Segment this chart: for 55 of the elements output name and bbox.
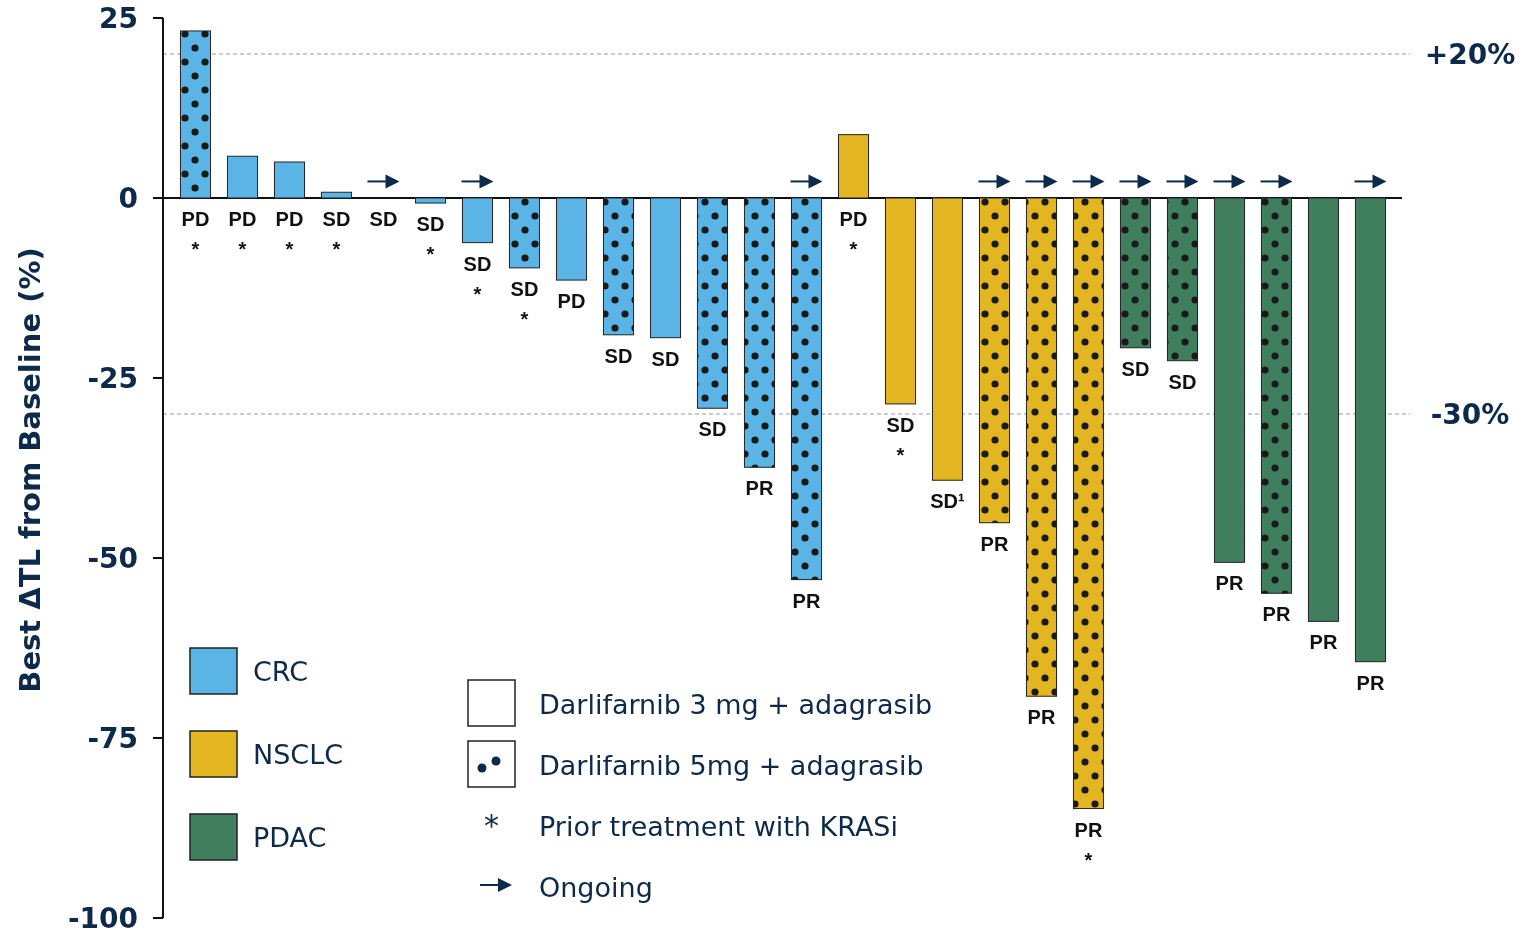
data-label: SD [369, 208, 398, 230]
data-label: SD [651, 347, 680, 370]
y-tick-label: 0 [118, 182, 138, 215]
data-label: SD¹ [930, 490, 966, 513]
legend-label: NSCLC [253, 739, 344, 770]
data-label: PR [1215, 572, 1244, 595]
data-label: PR [1027, 706, 1056, 729]
data-label: SD * [886, 413, 915, 466]
data-label: PD * [228, 208, 257, 260]
text: * Prior treatment with KRASi [484, 808, 898, 843]
data-label: SD [604, 344, 633, 367]
data-label: SD [1168, 370, 1197, 393]
bar [555, 197, 588, 281]
data-label: SD * [416, 213, 445, 266]
bar [837, 134, 870, 199]
legend-label: CRC [253, 656, 309, 687]
bar [931, 197, 964, 481]
data-label: PD * [181, 208, 210, 260]
y-axis-title: Best ΔTL from Baseline (%) [13, 247, 47, 693]
bar [320, 191, 353, 199]
data-label: PD * [839, 208, 868, 260]
ref-line-label: +20% [1424, 38, 1516, 71]
data-label: PR [980, 532, 1009, 555]
data-label: PR [1309, 631, 1338, 654]
y-tick-label: 25 [99, 2, 138, 35]
legend-label: PDAC [253, 822, 327, 853]
bar [649, 197, 682, 339]
bar [1354, 197, 1387, 663]
data-label: PR * [1074, 818, 1103, 871]
y-tick-label: -50 [87, 542, 138, 575]
legend-label: Ongoing [539, 872, 653, 903]
data-label: PR [1262, 603, 1291, 626]
data-label: PD * [275, 208, 304, 260]
data-label: SD * [322, 208, 351, 260]
ref-line-label: -30% [1430, 398, 1510, 431]
legend-label: Darlifarnib 3 mg + adagrasib [539, 689, 933, 720]
bar [273, 161, 306, 199]
bar [884, 197, 917, 405]
bar [414, 197, 447, 204]
data-label: SD * [510, 277, 539, 330]
data-label: PR [792, 589, 821, 612]
bar [1307, 197, 1340, 622]
y-tick-label: -25 [87, 362, 138, 395]
data-label: SD [698, 418, 727, 441]
data-label: PD [557, 290, 586, 313]
y-tick-label: -75 [87, 722, 138, 755]
data-label: SD [1121, 357, 1150, 380]
data-label: PR [1356, 671, 1385, 694]
bar [461, 197, 494, 244]
legend-label: Darlifarnib 5mg + adagrasib [539, 750, 924, 781]
y-tick-label: -100 [67, 902, 138, 935]
bar [1213, 197, 1246, 563]
data-label: SD * [463, 252, 492, 305]
data-label: PR [745, 477, 774, 500]
bar [226, 155, 259, 199]
